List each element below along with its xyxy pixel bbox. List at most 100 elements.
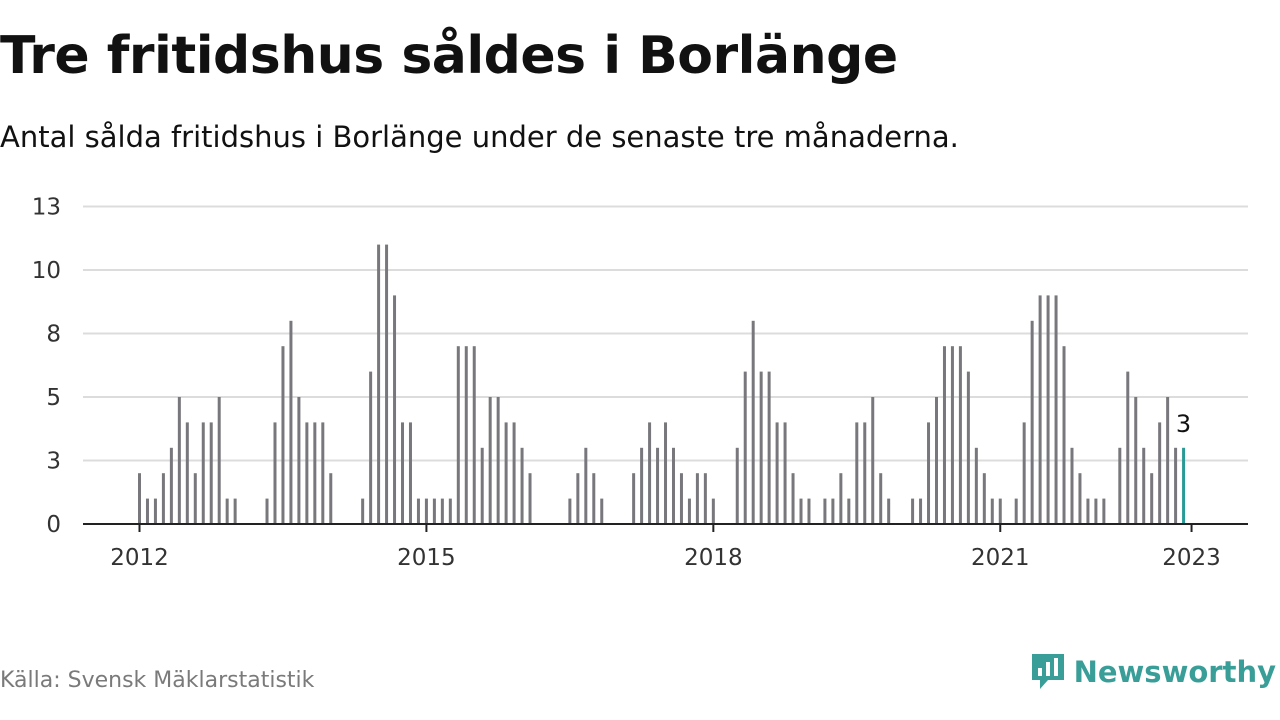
bar [512, 422, 516, 524]
bar [1174, 447, 1178, 524]
bar [464, 346, 468, 524]
bar [393, 295, 397, 524]
bar [1022, 422, 1026, 524]
bar [919, 498, 923, 524]
bar [775, 422, 779, 524]
bar [1126, 371, 1130, 524]
bar [1086, 498, 1090, 524]
bar [982, 473, 986, 524]
highlight-value-label: 3 [1176, 410, 1191, 438]
bar [456, 346, 460, 524]
bar [879, 473, 883, 524]
bar [887, 498, 891, 524]
bar [528, 473, 532, 524]
bar [576, 473, 580, 524]
bar [640, 447, 644, 524]
gridlines [83, 205, 1248, 462]
newsworthy-logo-icon [1031, 654, 1064, 689]
bar [1158, 422, 1162, 524]
bar [313, 422, 317, 524]
bar [759, 371, 763, 524]
bar [1166, 397, 1170, 524]
bar [1118, 447, 1122, 524]
bar [1046, 295, 1050, 524]
bar [385, 244, 389, 524]
bar [496, 397, 500, 524]
bar [217, 397, 221, 524]
bar [911, 498, 915, 524]
bar [1134, 397, 1138, 524]
bars [138, 244, 1186, 524]
bar [839, 473, 843, 524]
bar [1070, 447, 1074, 524]
y-tick-label: 8 [46, 322, 61, 348]
bar [711, 498, 715, 524]
bar [201, 422, 205, 524]
bar [592, 473, 596, 524]
bar [401, 422, 405, 524]
y-tick-label: 10 [32, 258, 61, 284]
bar [735, 447, 739, 524]
bar [751, 320, 755, 524]
y-tick-label: 5 [46, 385, 61, 411]
bar [855, 422, 859, 524]
bar [1014, 498, 1018, 524]
bar [679, 473, 683, 524]
bar [703, 473, 707, 524]
x-axis-tick-labels: 2012 2015 2018 2021 2023 [110, 545, 1221, 571]
bar [161, 473, 165, 524]
bar [831, 498, 835, 524]
bar [361, 498, 365, 524]
bar [823, 498, 827, 524]
chart-title: Tre fritidshus såldes i Borlänge [0, 26, 898, 86]
bar [209, 422, 213, 524]
bar [169, 447, 173, 524]
x-axis [83, 523, 1248, 532]
bar [432, 498, 436, 524]
y-tick-label: 13 [32, 195, 61, 221]
x-tick-label: 2023 [1162, 545, 1221, 571]
bar [935, 397, 938, 524]
bar [1094, 498, 1098, 524]
bar [950, 346, 954, 524]
bar [297, 397, 301, 524]
bar [1054, 295, 1058, 524]
bar [695, 473, 699, 524]
bar [424, 498, 428, 524]
data-labels: 3 [1174, 408, 1193, 440]
bar [153, 498, 157, 524]
chart-subtitle: Antal sålda fritidshus i Borlänge under … [0, 120, 959, 154]
bar-chart: 0 3 5 8 10 13 2012 2015 2018 2021 2023 3 [32, 195, 1248, 571]
bar [632, 473, 636, 524]
bar [648, 422, 652, 524]
x-tick-label: 2021 [971, 545, 1030, 571]
bar [958, 346, 962, 524]
bar [600, 498, 604, 524]
bar [289, 320, 293, 524]
y-tick-label: 0 [46, 512, 61, 538]
bar [1038, 295, 1042, 524]
bar [687, 498, 691, 524]
bar [1030, 320, 1034, 524]
y-axis-tick-labels: 0 3 5 8 10 13 [32, 195, 61, 539]
bar [807, 498, 811, 524]
bar [504, 422, 508, 524]
bar [927, 422, 931, 524]
bar [488, 397, 492, 524]
x-tick-label: 2018 [684, 545, 743, 571]
bar [273, 422, 277, 524]
bar [974, 447, 978, 524]
bar [265, 498, 269, 524]
bar [281, 346, 285, 524]
bar [767, 371, 771, 524]
bar [1062, 346, 1066, 524]
bar [145, 498, 149, 524]
bar [185, 422, 189, 524]
bar [369, 371, 373, 524]
bar [408, 422, 412, 524]
highlight-bar [1182, 447, 1186, 524]
bar [871, 397, 875, 524]
bar [520, 447, 524, 524]
x-tick-label: 2015 [397, 545, 456, 571]
bar [1078, 473, 1082, 524]
